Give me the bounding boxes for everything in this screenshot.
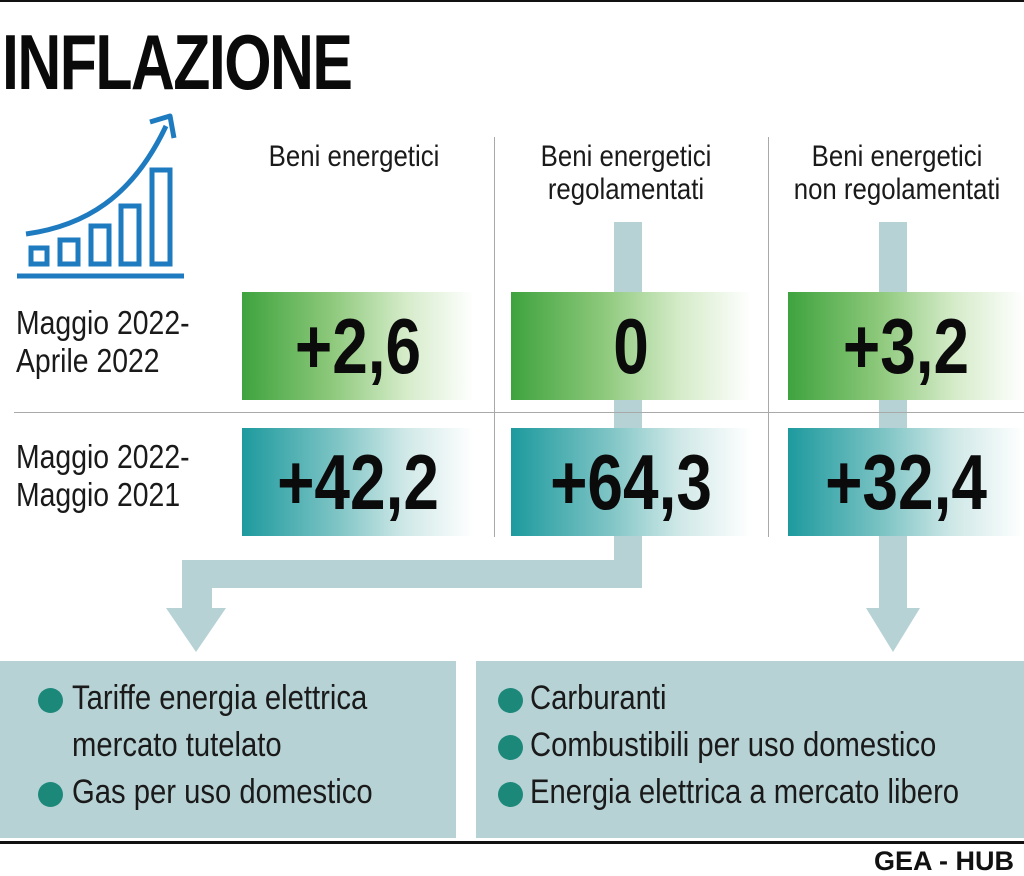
list-item: Gas per uso domestico bbox=[72, 773, 373, 811]
row-label-line: Maggio 2022- bbox=[16, 438, 190, 475]
value-non-regulated-monthly: +3,2 bbox=[842, 302, 970, 390]
column-header-line: Beni energetici bbox=[540, 140, 712, 173]
row-label-year-on-year: Maggio 2022- Maggio 2021 bbox=[16, 438, 190, 514]
column-divider bbox=[768, 137, 769, 537]
value-box: +64,3 bbox=[511, 428, 751, 536]
bar-chart-rising-arrow-icon bbox=[17, 113, 184, 279]
bottom-rule bbox=[0, 841, 1024, 844]
bullet-dot bbox=[38, 688, 63, 713]
value-box: +2,6 bbox=[242, 292, 474, 400]
value-regulated-yearly: +64,3 bbox=[550, 438, 712, 526]
row-label-month-on-month: Maggio 2022- Aprile 2022 bbox=[16, 304, 190, 380]
regulated-items-panel: Tariffe energia elettrica mercato tutela… bbox=[0, 661, 456, 838]
list-item: Tariffe energia elettrica bbox=[72, 679, 368, 717]
column-header-line: regolamentati bbox=[547, 173, 705, 206]
bullet-dot bbox=[498, 782, 523, 807]
row-label-line: Aprile 2022 bbox=[16, 342, 160, 379]
list-item: Carburanti bbox=[530, 679, 667, 717]
list-item: Energia elettrica a mercato libero bbox=[530, 773, 960, 811]
top-rule bbox=[0, 0, 1024, 2]
column-header-line: Beni energetici bbox=[811, 140, 983, 173]
non-regulated-items-panel: Carburanti Combustibili per uso domestic… bbox=[476, 661, 1024, 838]
column-header-line: non regolamentati bbox=[793, 173, 1001, 206]
value-box: +3,2 bbox=[788, 292, 1024, 400]
column-header-non-regulated: Beni energetici non regolamentati bbox=[788, 140, 1006, 206]
list-item: mercato tutelato bbox=[72, 726, 282, 764]
source-credit: GEA - HUB bbox=[874, 846, 1014, 876]
column-header-regulated: Beni energetici regolamentati bbox=[525, 140, 726, 206]
column-header-energy-goods: Beni energetici bbox=[259, 140, 450, 173]
row-divider bbox=[14, 412, 1024, 413]
bullet-dot bbox=[498, 688, 523, 713]
list-item: Combustibili per uso domestico bbox=[530, 726, 937, 764]
column-header-line: Beni energetici bbox=[268, 140, 440, 173]
row-label-line: Maggio 2022- bbox=[16, 304, 190, 341]
bullet-dot bbox=[498, 735, 523, 760]
page-title: INFLAZIONE bbox=[2, 18, 353, 106]
bullet-dot bbox=[38, 782, 63, 807]
value-box: 0 bbox=[511, 292, 751, 400]
value-non-regulated-yearly: +32,4 bbox=[825, 438, 987, 526]
row-label-line: Maggio 2021 bbox=[16, 476, 181, 513]
value-energy-goods-monthly: +2,6 bbox=[294, 302, 422, 390]
value-box: +42,2 bbox=[242, 428, 474, 536]
value-regulated-monthly: 0 bbox=[613, 302, 649, 390]
column-divider bbox=[494, 137, 495, 537]
value-box: +32,4 bbox=[788, 428, 1024, 536]
value-energy-goods-yearly: +42,2 bbox=[277, 438, 439, 526]
